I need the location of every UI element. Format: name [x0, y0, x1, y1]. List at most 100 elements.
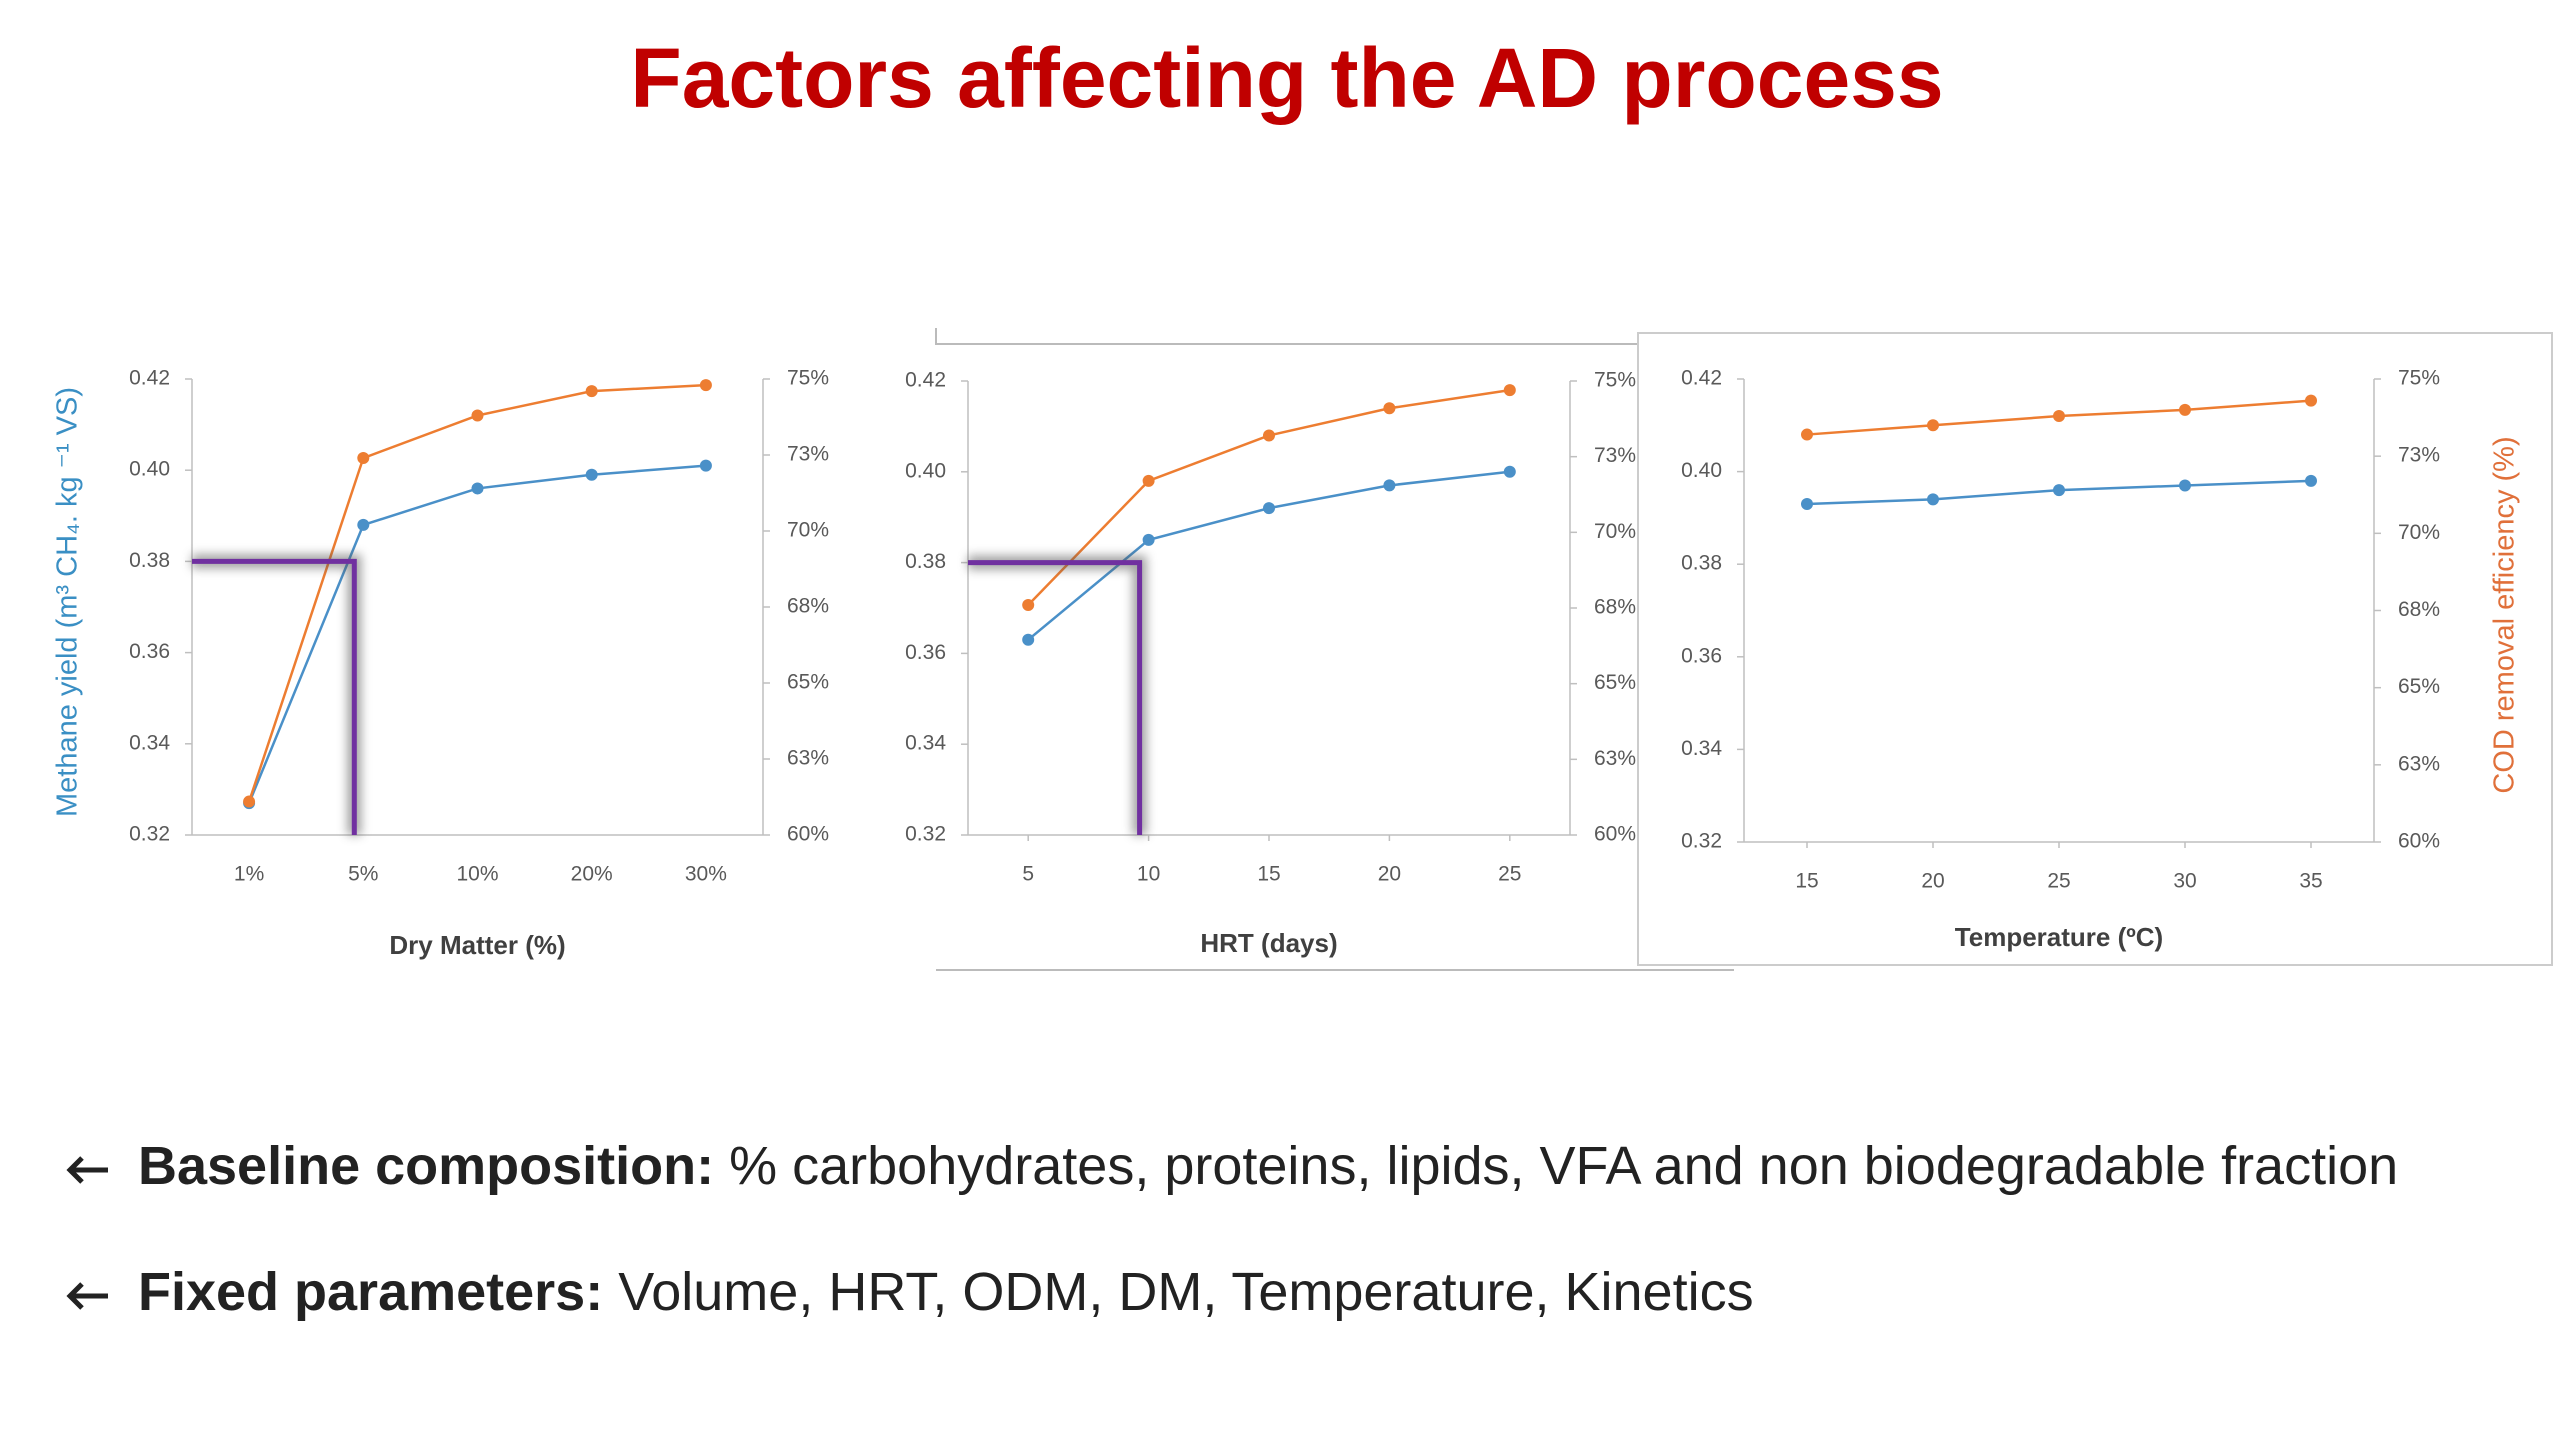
frame-line — [935, 328, 1638, 345]
data-point — [2053, 484, 2065, 497]
x-axis-label: HRT (days) — [1200, 928, 1337, 958]
data-point — [2053, 410, 2065, 423]
y2-tick-label: 60% — [2398, 830, 2440, 853]
x-tick-label: 10 — [1137, 863, 1160, 886]
data-point — [1503, 465, 1516, 478]
data-point — [1383, 402, 1396, 415]
y2-tick-label: 73% — [2398, 444, 2440, 467]
y2-tick-label: 73% — [1594, 444, 1636, 467]
data-point — [357, 452, 370, 465]
y2-axis-label: COD removal efficiency (%) — [2489, 436, 2521, 793]
data-point — [1801, 428, 1813, 441]
data-point — [2179, 479, 2191, 492]
x-tick-label: 10% — [456, 863, 498, 886]
data-point — [1022, 598, 1035, 611]
y-tick-label: 0.34 — [1681, 737, 1722, 760]
data-point — [243, 795, 256, 808]
y2-tick-label: 75% — [1594, 369, 1636, 392]
data-point — [2305, 394, 2317, 407]
data-point — [1503, 384, 1516, 397]
y-tick-label: 0.38 — [1681, 552, 1722, 575]
y-axis-label: Methane yield (m³ CH₄. kg ⁻¹ VS) — [52, 387, 84, 817]
highlight-line — [968, 560, 1143, 835]
y-tick-label: 0.32 — [129, 823, 170, 846]
data-point — [2305, 474, 2317, 487]
data-point — [1142, 533, 1155, 546]
chart: 15 20 25 30 35 0.32 0.34 0.36 0.38 0.40 0.42 60% 63%… — [1681, 367, 2521, 952]
x-tick-label: 1% — [234, 863, 264, 886]
x-tick-label: 25 — [1498, 863, 1521, 886]
x-tick-label: 30 — [2173, 870, 2196, 893]
x-tick-label: 15 — [1795, 870, 1818, 893]
data-point — [471, 409, 484, 422]
x-tick-label: 15 — [1257, 863, 1280, 886]
slide-title: Factors affecting the AD process — [630, 31, 1943, 125]
data-point — [585, 468, 598, 481]
bullet-arrow — [66, 1156, 108, 1310]
data-point — [1022, 633, 1035, 646]
y-tick-label: 0.36 — [129, 640, 170, 663]
x-tick-label: 20 — [1921, 870, 1944, 893]
y-tick-label: 0.32 — [905, 823, 946, 846]
y2-tick-label: 65% — [787, 671, 829, 694]
y2-tick-label: 68% — [787, 595, 829, 618]
data-point — [1801, 498, 1813, 511]
y2-tick-label: 68% — [1594, 596, 1636, 619]
data-point — [471, 482, 484, 495]
data-point — [699, 459, 712, 472]
bullet-label: Baseline composition: — [138, 1136, 714, 1196]
y2-tick-label: 68% — [2398, 598, 2440, 621]
y-tick-label: 0.42 — [905, 369, 946, 392]
data-point — [1383, 479, 1396, 492]
y2-tick-label: 65% — [2398, 675, 2440, 698]
data-point — [1263, 429, 1275, 442]
y-tick-label: 0.36 — [1681, 644, 1722, 667]
y2-tick-label: 60% — [1594, 823, 1636, 846]
x-tick-label: 20% — [571, 863, 613, 886]
frame — [1637, 332, 2553, 966]
data-point — [357, 518, 370, 531]
data-point — [1142, 474, 1155, 487]
y-tick-label: 0.40 — [1681, 459, 1722, 482]
y2-tick-label: 65% — [1594, 671, 1636, 694]
data-point — [2179, 403, 2191, 416]
x-axis-label: Dry Matter (%) — [389, 930, 565, 960]
y-tick-label: 0.40 — [905, 459, 946, 482]
x-tick-label: 25 — [2047, 870, 2070, 893]
y-tick-label: 0.42 — [129, 367, 170, 390]
y-tick-label: 0.42 — [1681, 367, 1722, 390]
y-tick-label: 0.36 — [905, 641, 946, 664]
y2-tick-label: 70% — [2398, 521, 2440, 544]
y2-tick-label: 60% — [787, 823, 829, 846]
y-tick-label: 0.38 — [129, 549, 170, 572]
x-tick-label: 20 — [1378, 863, 1401, 886]
x-tick-label: 5 — [1022, 863, 1034, 886]
y-tick-label: 0.34 — [129, 731, 170, 754]
bullet-label: Fixed parameters: — [138, 1262, 603, 1322]
bullet-text: Volume, HRT, ODM, DM, Temperature, Kinet… — [603, 1262, 1753, 1322]
x-tick-label: 30% — [685, 863, 727, 886]
data-point — [1263, 502, 1275, 515]
data-point — [699, 379, 712, 392]
y2-tick-label: 63% — [1594, 747, 1636, 770]
chart: 1% 5% 10% 20% 30% 0.32 0.34 0.36 0.38 0.40 0.42 60%… — [52, 367, 829, 960]
y2-tick-label: 63% — [2398, 752, 2440, 775]
y2-tick-label: 70% — [787, 519, 829, 542]
bullet-text: % carbohydrates, proteins, lipids, VFA a… — [714, 1136, 2398, 1196]
y2-tick-label: 70% — [1594, 520, 1636, 543]
y-tick-label: 0.38 — [905, 550, 946, 573]
y2-tick-label: 75% — [2398, 367, 2440, 390]
chart: 5 10 15 20 25 0.32 0.34 0.36 0.38 0.40 0.42 60% 63% 6… — [905, 369, 1636, 958]
x-axis-label: Temperature (ºC) — [1955, 922, 2163, 952]
highlight-line — [192, 558, 357, 835]
y2-tick-label: 75% — [787, 367, 829, 390]
y-tick-label: 0.40 — [129, 458, 170, 481]
data-point — [1927, 419, 1939, 432]
bullet: Fixed parameters: Volume, HRT, ODM, DM, … — [138, 1262, 1754, 1322]
bullet: Baseline composition: % carbohydrates, p… — [138, 1136, 2398, 1196]
y-tick-label: 0.34 — [905, 732, 946, 755]
y-tick-label: 0.32 — [1681, 830, 1722, 853]
x-tick-label: 35 — [2299, 870, 2322, 893]
data-point — [1927, 493, 1939, 506]
